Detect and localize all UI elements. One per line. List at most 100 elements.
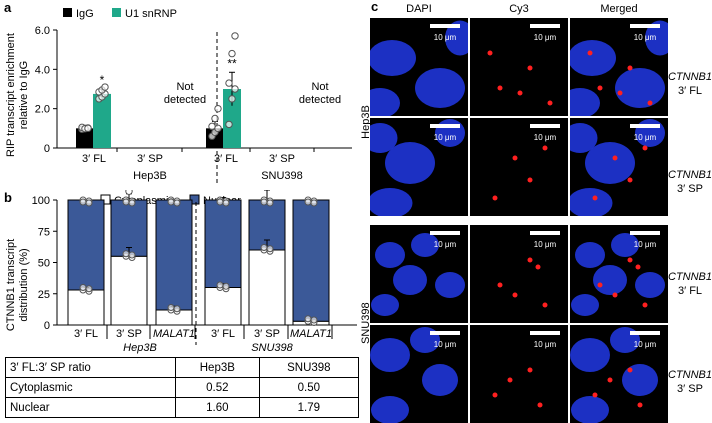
transcript-dot xyxy=(637,402,643,408)
row-label-region: 3′ FL xyxy=(677,85,703,97)
table-cell: 1.60 xyxy=(175,397,260,418)
scale-label: 10 μm xyxy=(534,33,557,42)
bar-nuclear xyxy=(155,199,193,311)
y-tick-label: 50 xyxy=(38,258,50,270)
transcript-dot xyxy=(627,177,633,183)
panel-a-ylabel-1: RIP transcript enrichment xyxy=(5,33,17,157)
data-point xyxy=(211,114,219,123)
panel-a-chart: a RIP transcript enrichment relative to … xyxy=(4,0,352,183)
transcript-dot xyxy=(617,90,623,96)
bar-cytoplasmic xyxy=(204,287,242,326)
nucleus-blob xyxy=(571,396,609,423)
data-point xyxy=(231,85,239,93)
transcript-dot xyxy=(592,195,598,201)
scale-label: 10 μm xyxy=(634,240,657,249)
transcript-dot xyxy=(635,264,641,270)
micrograph-image: 10 μm xyxy=(571,231,665,316)
column-header-merged: Merged xyxy=(600,3,638,15)
scale-bar xyxy=(530,124,560,128)
row-label-gene: CTNNB1 xyxy=(668,169,712,181)
data-point xyxy=(260,198,268,206)
scale-bar xyxy=(630,331,660,335)
nucleus-blob xyxy=(570,88,600,116)
panel-a-letter: a xyxy=(4,0,12,15)
nucleus-blob xyxy=(570,40,616,76)
scale-bar xyxy=(430,24,460,28)
table-cell: 0.50 xyxy=(258,377,360,398)
transcript-dot xyxy=(487,50,493,56)
nucleus-blob xyxy=(370,338,410,372)
data-point xyxy=(79,284,87,291)
bar-cytoplasmic xyxy=(67,289,105,326)
table-cell: 0.52 xyxy=(175,377,260,398)
nucleus-blob xyxy=(370,88,400,116)
transcript-dot xyxy=(547,100,553,106)
nucleus-blob xyxy=(571,294,599,316)
micrograph-image: 10 μm xyxy=(371,231,465,316)
scale-label: 10 μm xyxy=(434,340,457,349)
transcript-dot xyxy=(542,302,548,308)
nucleus-blob xyxy=(385,142,435,184)
y-tick-label: 0 xyxy=(44,143,50,155)
bar-nuclear xyxy=(204,199,242,288)
panel-c: c DAPI Cy3 Merged Hep3B SNU398 10 μm 10 μ… xyxy=(360,0,712,423)
row-label-2: CTNNB1 3′ SP xyxy=(668,168,712,196)
row-label-region: 3′ SP xyxy=(677,183,703,195)
significance-marker: ** xyxy=(227,56,237,70)
x-tick-label: 3′ FL xyxy=(82,153,106,165)
micrograph-image: 10 μm xyxy=(570,327,660,423)
nucleus-blob xyxy=(585,142,635,184)
panel-a-axes: 0 2.0 4.0 6.0 3′ FL 3′ SP 3′ FL 3′ SP xyxy=(35,25,352,183)
scale-bar xyxy=(630,24,660,28)
significance-marker: * xyxy=(100,73,105,87)
data-point xyxy=(128,199,136,207)
scale-bar xyxy=(530,231,560,235)
transcript-dot xyxy=(512,292,518,298)
data-point xyxy=(216,281,224,289)
nucleus-blob xyxy=(375,242,405,268)
data-point xyxy=(228,49,236,58)
data-point xyxy=(304,198,312,206)
transcript-dot xyxy=(512,155,518,161)
y-tick-label: 4.0 xyxy=(35,64,50,76)
data-point xyxy=(167,198,175,206)
nucleus-blob xyxy=(575,242,605,268)
nucleus-blob xyxy=(611,233,639,257)
transcript-dot xyxy=(507,377,513,383)
table-cell: Cytoplasmic xyxy=(4,377,177,398)
nucleus-blob xyxy=(570,338,610,372)
data-point xyxy=(101,83,109,91)
micrograph-image: 10 μm xyxy=(492,124,560,201)
bar-cytoplasmic xyxy=(248,249,286,326)
data-point xyxy=(225,79,233,87)
micrograph-image: 10 μm xyxy=(370,20,468,116)
micrograph-image: 10 μm xyxy=(487,24,560,106)
transcript-dot xyxy=(612,155,618,161)
transcript-dot xyxy=(597,282,603,288)
ratio-table: 3′ FL:3′ SP ratio Hep3B SNU398 Cytoplasm… xyxy=(4,357,360,418)
nucleus-blob xyxy=(370,123,398,153)
bar-nuclear xyxy=(67,199,105,291)
nucleus-blob xyxy=(593,265,627,295)
x-tick-label: 3′ FL xyxy=(74,328,98,340)
data-point xyxy=(266,199,274,207)
bar-cytoplasmic xyxy=(110,255,148,326)
scale-bar xyxy=(630,124,660,128)
data-point xyxy=(228,95,236,103)
table-header-row: 3′ FL:3′ SP ratio Hep3B SNU398 xyxy=(4,357,360,378)
data-point xyxy=(167,304,175,311)
transcript-dot xyxy=(527,177,533,183)
transcript-dot xyxy=(627,65,633,71)
x-tick-label: 3′ FL xyxy=(211,328,235,340)
bar xyxy=(76,128,94,148)
data-point xyxy=(173,199,181,207)
table-cell: 1.79 xyxy=(258,397,360,418)
not-detected-hep3b-1: Not xyxy=(176,81,193,93)
x-tick-label: 3′ SP xyxy=(254,328,280,340)
table-row: Nuclear 1.60 1.79 xyxy=(4,397,360,418)
table-row: Cytoplasmic 0.52 0.50 xyxy=(4,377,360,398)
transcript-dot xyxy=(612,292,618,298)
legend-u1-swatch xyxy=(112,8,121,17)
scale-label: 10 μm xyxy=(534,240,557,249)
data-point xyxy=(122,250,130,258)
